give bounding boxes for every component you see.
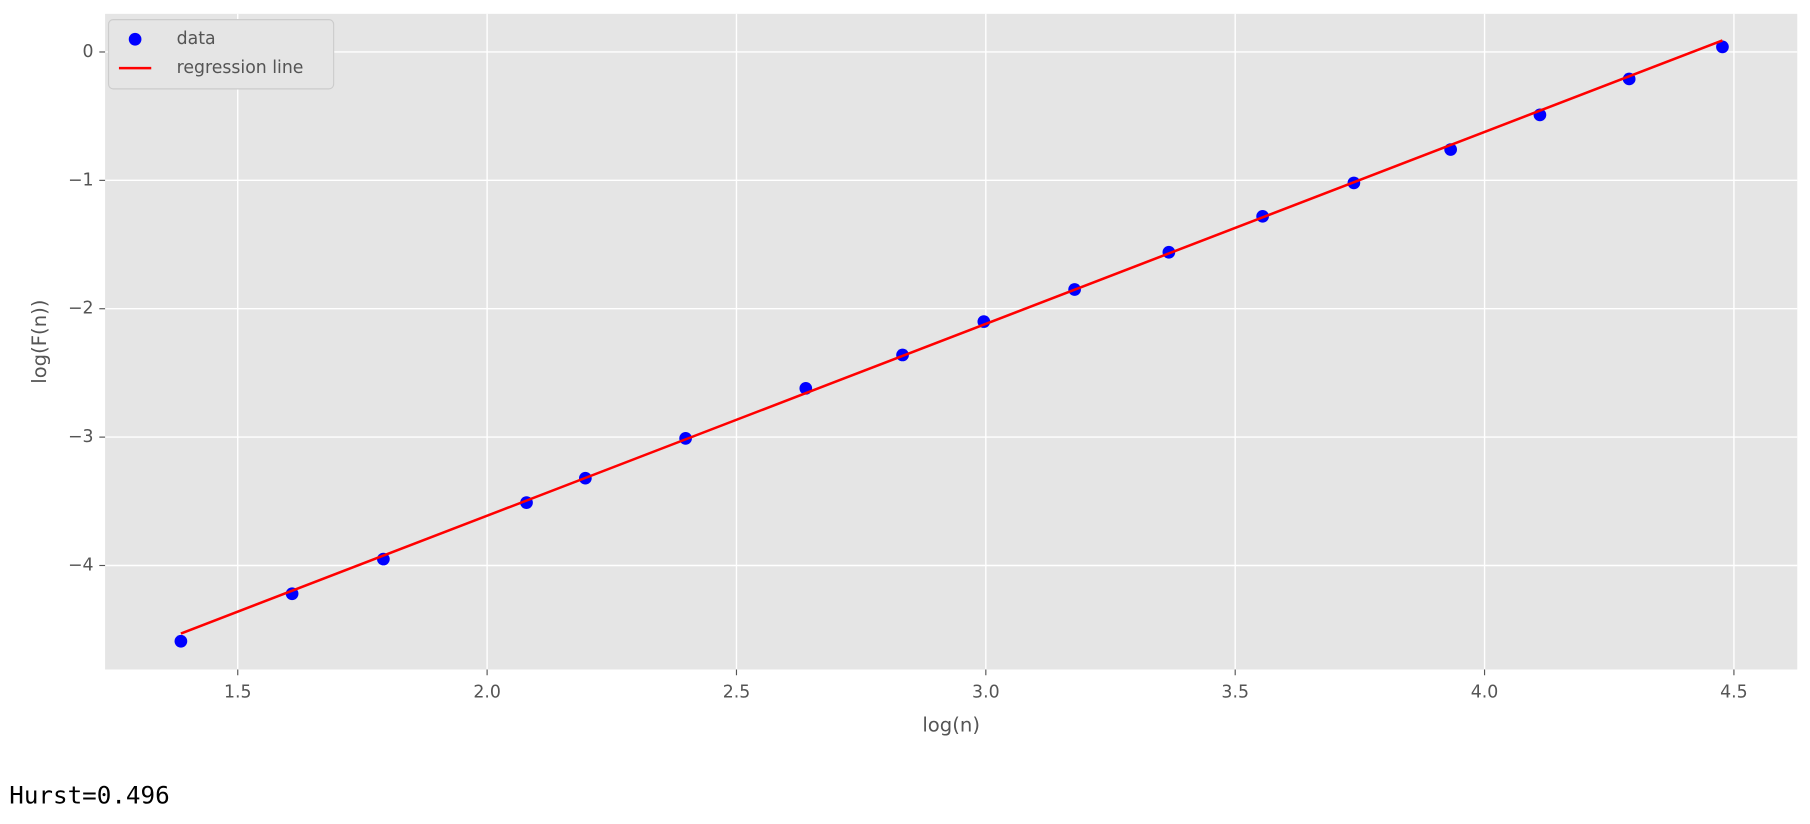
y-tick-label: −1 (68, 170, 94, 190)
x-tick-label: 2.0 (473, 683, 501, 703)
x-tick-label: 4.5 (1720, 683, 1748, 703)
y-tick-label: −2 (68, 299, 94, 319)
x-tick-label: 3.5 (1221, 683, 1249, 703)
output-text: Hurst=0.496 (9, 781, 169, 809)
x-tick-label: 3.0 (972, 683, 1000, 703)
y-tick-label: 0 (83, 42, 94, 62)
y-tick-label: −3 (68, 427, 94, 447)
regression-line (180, 39, 1723, 635)
legend-label: data (177, 29, 216, 49)
x-tick-label: 1.5 (224, 683, 252, 703)
x-tick-label: 2.5 (723, 683, 751, 703)
data-point (1716, 40, 1729, 54)
data-point (174, 634, 188, 648)
x-tick-label: 4.0 (1471, 683, 1499, 703)
legend-box (107, 19, 335, 90)
grid (99, 13, 1798, 676)
legend: data regression line (107, 19, 335, 90)
marks (174, 39, 1729, 648)
y-axis-label: log(F(n)) (28, 300, 51, 384)
legend-marker (128, 32, 142, 46)
x-axis-label: log(n) (922, 714, 980, 737)
y-tick-label: −4 (68, 555, 94, 575)
legend-label: regression line (177, 58, 304, 78)
